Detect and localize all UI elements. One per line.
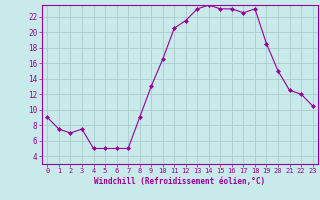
X-axis label: Windchill (Refroidissement éolien,°C): Windchill (Refroidissement éolien,°C)	[94, 177, 266, 186]
